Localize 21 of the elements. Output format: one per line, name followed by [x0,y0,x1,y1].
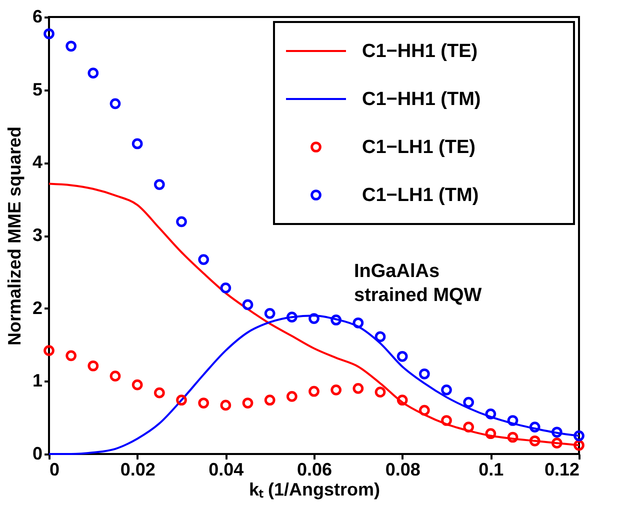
y-tick-label: 4 [32,152,42,172]
legend-label: C1−LH1 (TM) [362,185,479,206]
x-tick-label: 0.06 [296,460,332,480]
y-axis-title: Normalized MME squared [4,126,24,346]
y-tick-label: 3 [32,225,42,245]
y-tick-label: 2 [32,298,42,318]
x-tick-label: 0.08 [385,460,420,480]
legend-label: C1−LH1 (TE) [362,137,476,158]
x-axis-title: kₜ (1/Angstrom) [248,480,380,500]
x-tick-label: 0.1 [478,460,504,480]
y-tick-label: 1 [32,370,42,391]
x-tick-label: 0.02 [120,460,156,480]
x-tick-label: 0.04 [208,460,244,480]
y-tick-label: 6 [32,6,42,26]
y-tick-label: 0 [32,444,42,464]
annotation: InGaAlAs strained MQW [354,261,482,306]
legend-label: C1−HH1 (TM) [362,89,481,110]
x-tick-label: 0 [50,460,60,480]
y-tick-label: 5 [32,79,42,100]
x-tick-label: 0.12 [544,460,580,480]
legend-label: C1−HH1 (TE) [362,41,478,62]
